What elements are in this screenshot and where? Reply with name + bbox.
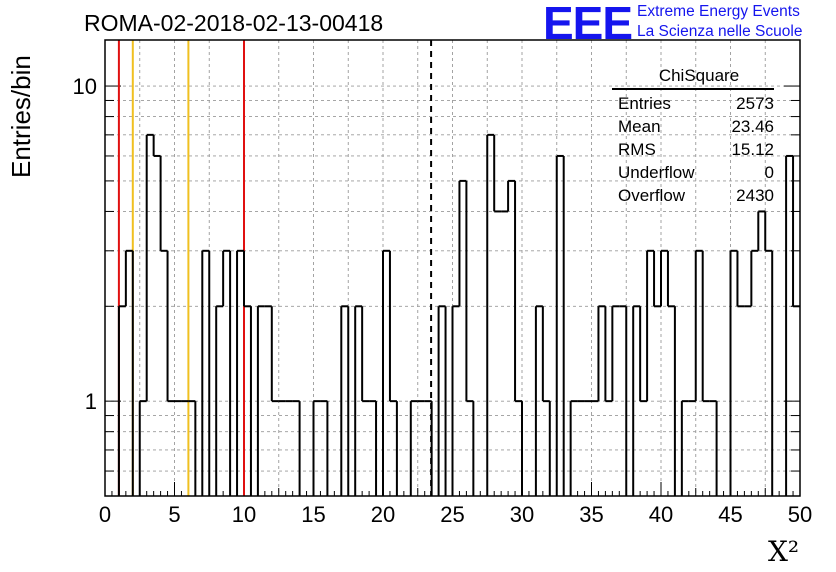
y-tick-label: 10 [73, 74, 97, 99]
x-tick-label: 10 [232, 502, 256, 527]
stats-label: Underflow [618, 163, 695, 182]
x-tick-label: 0 [99, 502, 111, 527]
stats-label: Mean [618, 117, 661, 136]
tick-labels: 0 5 10 15 20 25 30 35 40 45 50 1 10 [73, 74, 813, 527]
stats-row-overflow: Overflow 2430 [612, 184, 774, 207]
stats-title: ChiSquare [612, 64, 774, 90]
stats-row-underflow: Underflow 0 [612, 161, 774, 184]
reference-lines [117, 40, 433, 496]
stats-box: ChiSquare Entries 2573 Mean 23.46 RMS 15… [612, 64, 774, 207]
x-tick-label: 25 [440, 502, 464, 527]
y-axis-label: Entries/bin [6, 55, 36, 178]
stats-value: 15.12 [731, 140, 774, 159]
stats-label: Entries [618, 94, 671, 113]
plot-frame [104, 39, 801, 497]
stats-value: 23.46 [731, 117, 774, 136]
stats-row-rms: RMS 15.12 [612, 138, 774, 161]
logo-line-2: La Scienza nelle Scuole [637, 23, 803, 40]
x-tick-label: 15 [301, 502, 325, 527]
stats-row-entries: Entries 2573 [612, 92, 774, 115]
x-axis-label: X² [768, 535, 800, 568]
logo-line-1: Extreme Energy Events [637, 3, 800, 20]
stats-value: 2573 [736, 94, 774, 113]
stats-value: 0 [764, 163, 774, 182]
x-tick-label: 50 [788, 502, 812, 527]
x-tick-label: 5 [168, 502, 180, 527]
stats-label: RMS [618, 140, 656, 159]
x-tick-label: 20 [371, 502, 395, 527]
stats-label: Overflow [618, 186, 686, 205]
chart-title: ROMA-02-2018-02-13-00418 [84, 10, 384, 36]
histogram-bins [117, 133, 800, 496]
stats-row-mean: Mean 23.46 [612, 115, 774, 138]
stats-value: 2430 [736, 186, 774, 205]
y-tick-label: 1 [85, 389, 97, 414]
x-tick-label: 40 [649, 502, 673, 527]
x-tick-label: 45 [718, 502, 742, 527]
x-tick-label: 35 [579, 502, 603, 527]
eee-logo: EEE [543, 0, 633, 49]
x-tick-label: 30 [510, 502, 534, 527]
